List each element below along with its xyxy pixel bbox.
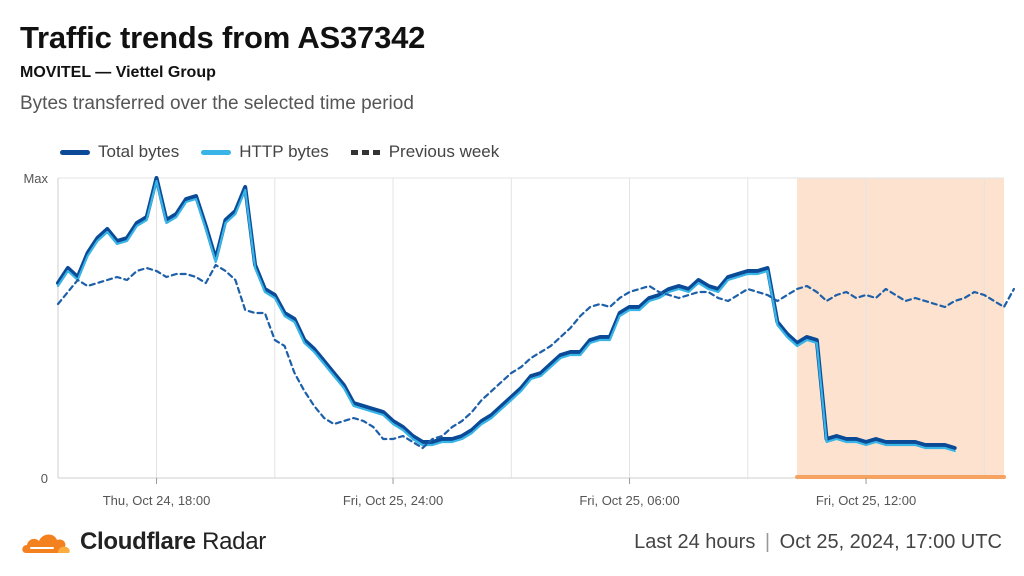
x-tick-label: Thu, Oct 24, 18:00 [103,493,211,508]
chart-subtitle: MOVITEL — Viettel Group [20,64,216,81]
brand-name-bold: Cloudflare [80,528,196,555]
legend-item-total[interactable]: Total bytes [60,142,179,162]
series-line-previous-week [56,263,1015,450]
legend-swatch-http [201,149,232,155]
legend-item-previous[interactable]: Previous week [350,142,500,162]
highlight-region [797,178,1004,478]
legend-item-http[interactable]: HTTP bytes [201,142,329,162]
series-line-http-bytes [56,179,956,453]
x-tick-label: Fri, Oct 25, 24:00 [343,493,443,508]
time-period-label: Last 24 hours [634,531,756,553]
x-tick-label: Fri, Oct 25, 12:00 [816,493,916,508]
timestamp-label: Oct 25, 2024, 17:00 UTC [779,531,1002,553]
legend-swatch-previous [350,149,381,155]
legend-label-total: Total bytes [98,142,180,161]
legend-label-previous: Previous week [388,142,500,161]
y-tick-label: 0 [41,471,48,486]
footer-timestamp: Last 24 hours | Oct 25, 2024, 17:00 UTC [634,531,1002,554]
brand-name-light: Radar [202,528,266,555]
x-tick-label: Fri, Oct 25, 06:00 [579,493,679,508]
brand-name: Cloudflare Radar [80,528,266,556]
chart-title: Traffic trends from AS37342 [20,20,426,55]
y-tick-label: Max [23,171,48,186]
cloudflare-logo-icon [22,534,70,553]
brand: Cloudflare Radar [20,528,266,556]
legend-label-http: HTTP bytes [239,142,329,161]
legend-swatch-total [60,149,90,155]
legend: Total bytes HTTP bytes Previous week [60,142,521,162]
footer-separator: | [764,531,771,553]
chart-description: Bytes transferred over the selected time… [20,93,414,114]
